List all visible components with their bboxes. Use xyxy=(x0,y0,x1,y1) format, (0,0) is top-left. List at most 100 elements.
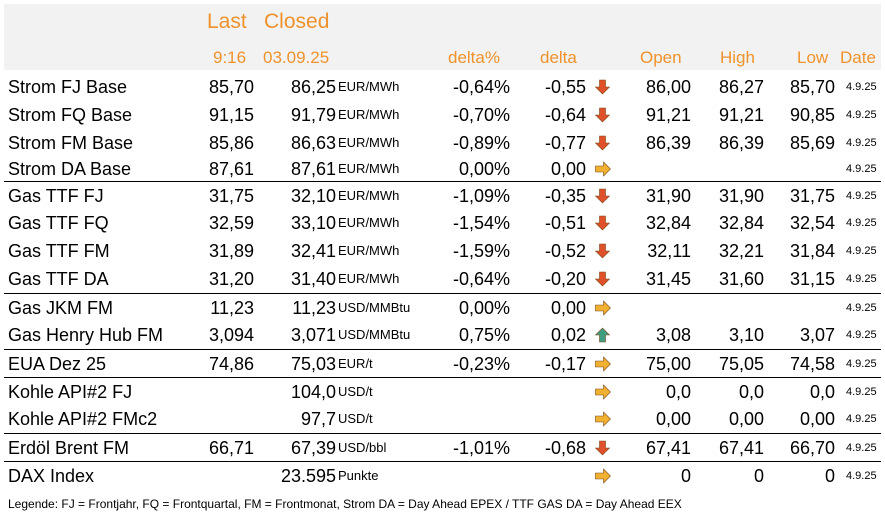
row-last: 85,70 xyxy=(208,77,254,97)
row-closed: 75,03 xyxy=(290,354,336,374)
row-delta: 0,02 xyxy=(550,325,586,345)
table-header xyxy=(4,4,881,70)
row-low: 0,00 xyxy=(799,409,835,429)
arrow-right-icon xyxy=(594,384,612,400)
row-delta-pct: 0,00% xyxy=(458,159,510,179)
row-date: 4.9.25 xyxy=(846,137,877,149)
row-unit: EUR/MWh xyxy=(338,79,400,94)
row-low: 90,85 xyxy=(789,105,835,125)
row-high: 86,39 xyxy=(718,133,764,153)
table-row: Gas TTF DA 31,20 31,40 -0,64% -0,20 31,45 31,6… xyxy=(4,265,881,293)
row-delta-pct: -1,01% xyxy=(452,438,510,458)
row-high: 32,84 xyxy=(718,213,764,233)
row-date: 4.9.25 xyxy=(846,386,877,398)
row-low: 66,70 xyxy=(789,438,835,458)
row-last: 31,20 xyxy=(208,269,254,289)
row-closed: 3,071 xyxy=(290,325,336,345)
row-closed: 32,10 xyxy=(290,186,336,206)
arrow-right-icon xyxy=(594,300,612,316)
row-last: 74,86 xyxy=(208,354,254,374)
row-delta-pct: -1,09% xyxy=(452,186,510,206)
row-date: 4.9.25 xyxy=(846,163,877,175)
row-delta-pct: -0,70% xyxy=(452,105,510,125)
header-open: Open xyxy=(640,48,682,67)
row-name: Strom FJ Base xyxy=(8,77,128,97)
row-unit: USD/bbl xyxy=(338,440,387,455)
row-delta-pct: 0,75% xyxy=(458,325,510,345)
row-open: 0,0 xyxy=(665,382,691,402)
table-row: Gas Henry Hub FM 3,094 3,071 0,75% 0,02 3,08 3… xyxy=(4,321,881,349)
row-low: 3,07 xyxy=(799,325,835,345)
row-low: 31,84 xyxy=(789,241,835,261)
row-closed: 32,41 xyxy=(290,241,336,261)
arrow-right-icon xyxy=(594,161,612,177)
row-last: 85,86 xyxy=(208,133,254,153)
row-high: 31,90 xyxy=(718,186,764,206)
row-open: 3,08 xyxy=(655,325,691,345)
row-closed: 86,25 xyxy=(290,77,336,97)
row-open: 67,41 xyxy=(645,438,691,458)
row-name: Gas TTF DA xyxy=(8,269,109,289)
row-unit: Punkte xyxy=(338,468,379,483)
row-closed: 31,40 xyxy=(290,269,336,289)
row-closed: 86,63 xyxy=(290,133,336,153)
row-low: 31,75 xyxy=(789,186,835,206)
row-unit: USD/t xyxy=(338,411,373,426)
row-date: 4.9.25 xyxy=(846,442,877,454)
row-high: 67,41 xyxy=(718,438,764,458)
row-delta: -0,52 xyxy=(544,241,586,261)
arrow-right-icon xyxy=(594,356,612,372)
row-open: 0,00 xyxy=(655,409,691,429)
row-low: 32,54 xyxy=(789,213,835,233)
table-row: Gas TTF FQ 32,59 33,10 -1,54% -0,51 32,84 32,8… xyxy=(4,209,881,237)
row-unit: USD/t xyxy=(338,384,373,399)
row-low: 0 xyxy=(824,466,835,486)
row-high: 0,00 xyxy=(728,409,764,429)
row-delta: -0,64 xyxy=(544,105,586,125)
row-last: 3,094 xyxy=(208,325,254,345)
row-date: 4.9.25 xyxy=(846,109,877,121)
table-row: Strom FJ Base 85,70 86,25 -0,64% -0,55 86,00 8… xyxy=(4,73,881,101)
row-unit: EUR/MWh xyxy=(338,107,400,122)
row-name: Kohle API#2 FMc2 xyxy=(8,409,158,429)
row-date: 4.9.25 xyxy=(846,273,877,285)
row-name: Gas JKM FM xyxy=(8,298,114,318)
row-low: 0,0 xyxy=(809,382,835,402)
row-closed: 11,23 xyxy=(292,298,336,318)
row-closed: 91,79 xyxy=(290,105,336,125)
row-high: 75,05 xyxy=(718,354,764,374)
row-high: 0 xyxy=(753,466,764,486)
header-time: 9:16 xyxy=(213,48,247,67)
row-low: 74,58 xyxy=(789,354,835,374)
row-date: 4.9.25 xyxy=(846,470,877,482)
row-closed: 33,10 xyxy=(290,213,336,233)
row-open: 0 xyxy=(680,466,691,486)
arrow-down-icon xyxy=(594,440,612,456)
row-closed: 23.595 xyxy=(280,466,336,486)
row-high: 32,21 xyxy=(718,241,764,261)
row-date: 4.9.25 xyxy=(846,358,877,370)
row-open: 32,11 xyxy=(647,241,691,261)
row-high: 86,27 xyxy=(718,77,764,97)
row-open: 32,84 xyxy=(645,213,691,233)
header-delta-pct: delta% xyxy=(448,48,500,67)
row-name: Erdöl Brent FM xyxy=(8,438,130,458)
row-delta: -0,55 xyxy=(544,77,586,97)
row-last: 31,89 xyxy=(208,241,254,261)
row-unit: USD/MMBtu xyxy=(338,300,411,315)
row-date: 4.9.25 xyxy=(846,217,877,229)
arrow-down-icon xyxy=(594,107,612,123)
table-row: Erdöl Brent FM 66,71 67,39 -1,01% -0,68 67,41… xyxy=(4,433,881,462)
row-name: Gas TTF FQ xyxy=(8,213,109,233)
row-name: EUA Dez 25 xyxy=(8,354,107,374)
header-high: High xyxy=(720,48,755,67)
arrow-down-icon xyxy=(594,188,612,204)
row-unit: USD/MMBtu xyxy=(338,327,411,342)
row-delta-pct: 0,00% xyxy=(458,298,510,318)
row-last: 87,61 xyxy=(208,159,254,179)
row-open: 75,00 xyxy=(645,354,691,374)
row-date: 4.9.25 xyxy=(846,81,877,93)
row-date: 4.9.25 xyxy=(846,302,877,314)
row-last: 32,59 xyxy=(208,213,254,233)
arrow-down-icon xyxy=(594,215,612,231)
